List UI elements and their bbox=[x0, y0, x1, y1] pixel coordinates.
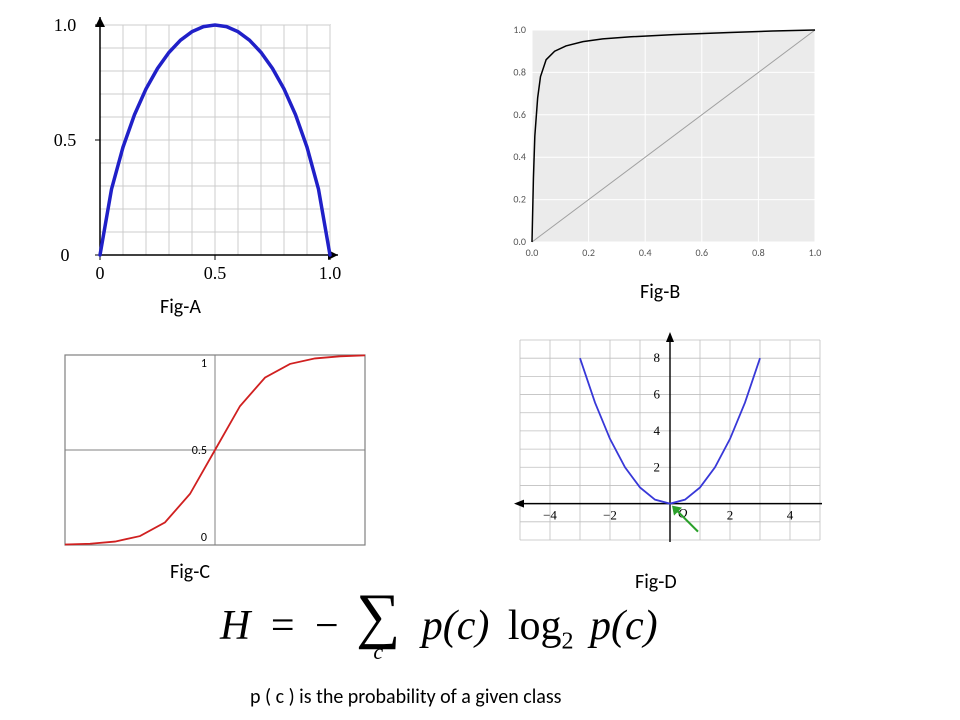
svg-text:1.0: 1.0 bbox=[319, 263, 342, 283]
svg-text:1.0: 1.0 bbox=[54, 15, 77, 35]
svg-text:4: 4 bbox=[654, 423, 661, 438]
svg-text:0.6: 0.6 bbox=[695, 246, 708, 259]
svg-text:0.0: 0.0 bbox=[526, 246, 539, 259]
svg-text:0: 0 bbox=[61, 245, 70, 265]
svg-text:4: 4 bbox=[787, 508, 794, 523]
entropy-formula: H = − ∑ c p(c) log2 p(c) bbox=[220, 585, 658, 655]
formula-lhs: H bbox=[220, 603, 250, 649]
svg-text:8: 8 bbox=[654, 350, 661, 365]
fig-b-label: Fig-B bbox=[640, 280, 680, 304]
svg-text:0.6: 0.6 bbox=[513, 108, 526, 121]
svg-text:1: 1 bbox=[201, 357, 207, 371]
fig-b-chart: 0.0 0.2 0.4 0.6 0.8 1.0 0.0 0.2 0.4 0.6 0.8 1.0 bbox=[490, 20, 830, 270]
svg-text:0.4: 0.4 bbox=[639, 246, 652, 259]
formula-eq: = bbox=[271, 603, 295, 649]
svg-text:0.5: 0.5 bbox=[204, 263, 227, 283]
svg-text:0: 0 bbox=[201, 531, 207, 545]
svg-text:−2: −2 bbox=[603, 508, 617, 523]
formula-pc2: p(c) bbox=[590, 603, 658, 649]
fig-d-chart: −4−2242468O bbox=[500, 330, 840, 560]
formula-logbase: 2 bbox=[562, 628, 574, 654]
fig-c-label: Fig-C bbox=[170, 560, 210, 584]
sigma-icon: ∑ c bbox=[349, 585, 407, 655]
svg-text:2: 2 bbox=[654, 459, 661, 474]
svg-text:−4: −4 bbox=[543, 508, 557, 523]
svg-text:6: 6 bbox=[654, 387, 661, 402]
fig-c-chart: 00.51 bbox=[55, 345, 375, 555]
svg-text:0.5: 0.5 bbox=[54, 130, 77, 150]
fig-a-label: Fig-A bbox=[160, 295, 201, 319]
svg-text:0.0: 0.0 bbox=[513, 235, 526, 248]
formula-subtitle: p ( c ) is the probability of a given cl… bbox=[250, 685, 562, 709]
formula-minus: − bbox=[315, 603, 339, 649]
page-root: 00.51.000.51.0 Fig-A 0.00.20.40.60.81.00… bbox=[0, 0, 960, 720]
formula-pc1: p(c) bbox=[422, 603, 490, 649]
svg-text:0.8: 0.8 bbox=[513, 65, 526, 78]
svg-text:0: 0 bbox=[96, 263, 105, 283]
svg-text:0.4: 0.4 bbox=[513, 150, 526, 163]
svg-text:1.0: 1.0 bbox=[809, 246, 822, 259]
svg-text:0.2: 0.2 bbox=[513, 193, 526, 206]
svg-text:0.2: 0.2 bbox=[582, 246, 595, 259]
svg-text:1.0: 1.0 bbox=[513, 23, 526, 36]
svg-text:0.8: 0.8 bbox=[752, 246, 765, 259]
svg-text:2: 2 bbox=[727, 508, 734, 523]
formula-log: log bbox=[508, 603, 562, 649]
svg-text:0.5: 0.5 bbox=[192, 444, 207, 458]
fig-a-chart: 0 0.5 1.0 0 0.5 1.0 bbox=[30, 10, 350, 290]
